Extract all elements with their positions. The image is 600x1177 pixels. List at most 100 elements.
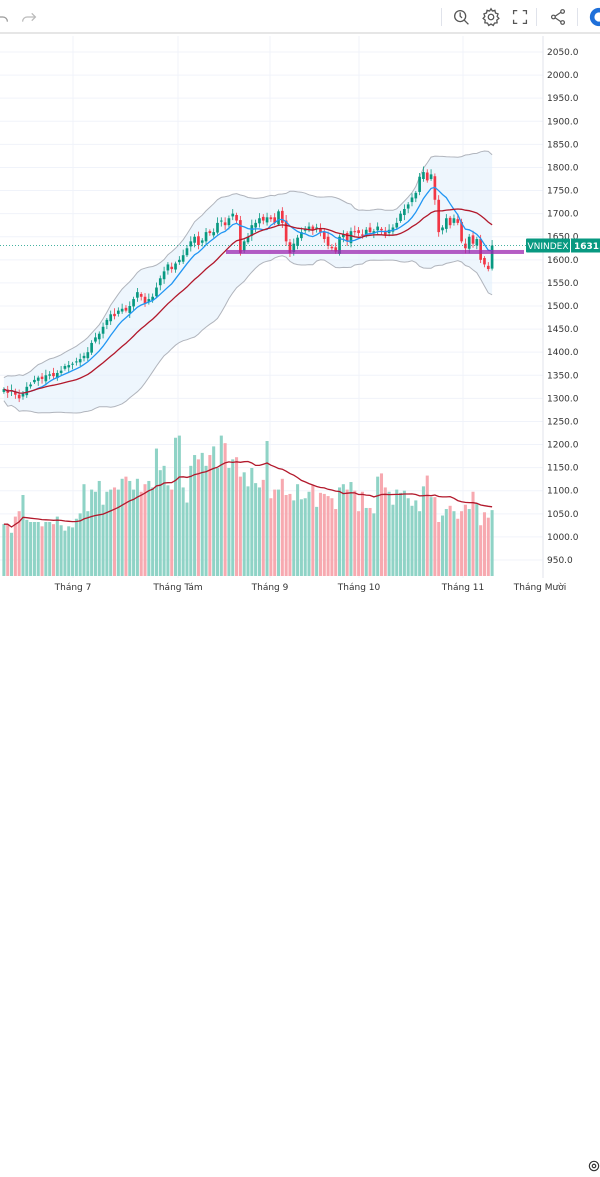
volume-bar (273, 489, 277, 576)
volume-bar (86, 511, 90, 576)
volume-bar (399, 492, 403, 576)
candle-body (483, 257, 486, 265)
volume-bar (40, 526, 44, 576)
candle-body (63, 366, 67, 369)
candle-body (361, 234, 364, 236)
candle-body (200, 240, 204, 243)
volume-bar (151, 487, 155, 576)
time-axis[interactable]: Tháng 7 Tháng Tám Tháng 9 Tháng 10 Tháng… (0, 578, 600, 1172)
snapshot-search-icon[interactable] (451, 6, 473, 28)
candle-body (422, 172, 425, 179)
grid-lines (0, 36, 543, 578)
redo-icon[interactable] (18, 6, 40, 28)
candle-body (75, 361, 78, 363)
price-axis: 2050.0 2000.0 1950.0 1900.0 1850.0 1800.0 1750… (542, 36, 579, 578)
volume-bar (357, 511, 361, 576)
candle-body (364, 229, 368, 236)
y-tick-label: 1050.0 (547, 510, 579, 520)
volume-bar (349, 482, 353, 576)
volume-bar (17, 511, 21, 576)
candle-body (353, 231, 357, 233)
candle-body (25, 386, 29, 396)
candle-body (59, 370, 63, 373)
candle-body (21, 393, 25, 397)
last-price-label: 1631. (574, 242, 600, 252)
volume-bar (162, 465, 166, 576)
y-tick-label: 1700.0 (547, 210, 579, 220)
volume-bar (235, 457, 239, 576)
candle-body (326, 236, 330, 246)
candle-body (227, 218, 231, 226)
volume-bar (406, 498, 410, 576)
y-tick-label: 2000.0 (547, 71, 579, 81)
volume-bar (135, 478, 139, 576)
candle-body (52, 372, 55, 377)
y-tick-label: 1100.0 (547, 487, 579, 497)
volume-bar (147, 480, 151, 576)
volume-bar (51, 524, 56, 576)
volume-bar (242, 472, 246, 576)
volume-bar (433, 497, 437, 576)
volume-bar (212, 446, 216, 576)
volume-bar (55, 516, 59, 576)
y-tick-label: 1650.0 (547, 233, 579, 243)
candle-body (418, 176, 421, 192)
candle-body (120, 308, 124, 312)
volume-bar (482, 512, 486, 576)
volume-bar (139, 491, 143, 576)
candle-body (185, 248, 189, 256)
fullscreen-icon[interactable] (509, 6, 531, 28)
axis-settings-icon[interactable] (587, 1158, 600, 1172)
volume-bar (10, 532, 14, 576)
volume-bar (174, 437, 178, 576)
share-icon[interactable] (547, 6, 569, 28)
y-tick-label: 1400.0 (547, 348, 579, 358)
symbol-badge-bg (526, 238, 570, 253)
volume-bar (330, 498, 334, 576)
candle-body (113, 313, 116, 317)
volume-bar (414, 500, 418, 576)
volume-bar (231, 459, 235, 576)
ma-slow-line (3, 208, 493, 394)
volume-bar (479, 525, 483, 576)
volume-bar (345, 489, 349, 576)
logo-icon[interactable] (588, 6, 600, 28)
volume-bar (387, 491, 391, 576)
candle-body (124, 307, 128, 311)
volume-bar (353, 490, 357, 576)
y-tick-label: 1550.0 (547, 279, 579, 289)
candle-body (349, 231, 353, 244)
volume-bar (82, 484, 86, 576)
volume-bar (368, 507, 372, 576)
y-tick-label: 1300.0 (547, 394, 579, 404)
volume-bar (254, 483, 258, 576)
price-chart[interactable]: 2050.0 2000.0 1950.0 1900.0 1850.0 1800.0 1750… (0, 36, 600, 578)
volume-bar (250, 468, 254, 576)
volume-bar (13, 516, 17, 576)
candle-body (193, 236, 196, 243)
volume-bar (189, 465, 193, 576)
candle-body (315, 227, 318, 229)
volume-bar (410, 505, 414, 576)
candle-body (40, 376, 44, 379)
volume-bar (97, 480, 101, 576)
undo-icon[interactable] (0, 6, 12, 28)
volume-bar (448, 505, 452, 576)
candle-body (189, 241, 193, 247)
candle-body (380, 228, 383, 231)
volume-bar (116, 489, 120, 576)
candle-body (242, 241, 246, 251)
candle-body (296, 237, 299, 246)
candle-body (128, 306, 132, 313)
candle-body (261, 216, 265, 221)
support-level-line[interactable] (226, 249, 524, 254)
settings-icon[interactable] (480, 6, 502, 28)
volume-bar (475, 503, 479, 576)
volume-bar (124, 476, 128, 576)
volume-bar (44, 522, 48, 576)
volume-bar (341, 484, 345, 576)
candle-body (174, 263, 177, 270)
volume-bar (463, 504, 467, 576)
volume-bar (21, 495, 25, 576)
candle-body (216, 222, 219, 233)
